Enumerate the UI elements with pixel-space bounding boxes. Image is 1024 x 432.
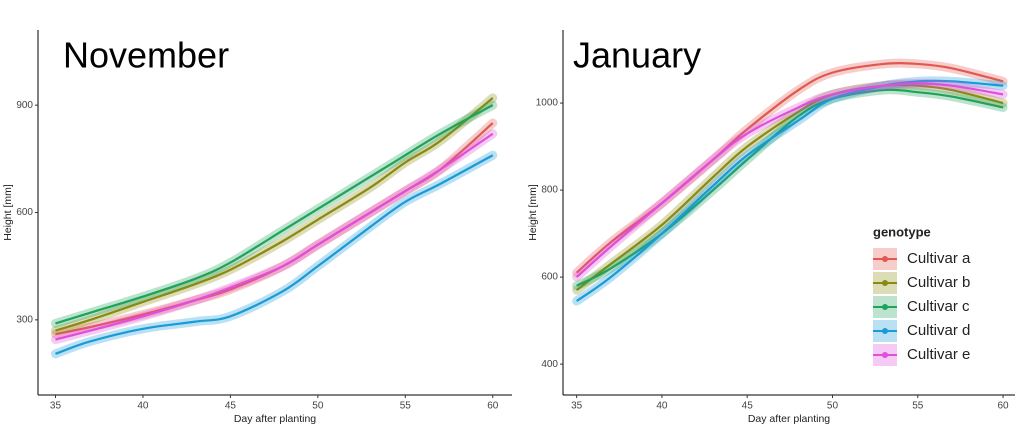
panel-title: November <box>63 35 229 76</box>
y-tick-label: 600 <box>16 207 33 218</box>
y-axis-title: Height [mm] <box>527 184 539 241</box>
trend-line <box>576 79 1004 302</box>
x-tick-label: 40 <box>656 401 668 412</box>
legend-title: genotype <box>873 224 931 239</box>
y-tick-label: 1000 <box>536 98 559 109</box>
trend-line <box>55 154 494 355</box>
x-axis-title: Day after planting <box>748 413 830 425</box>
x-tick-label: 50 <box>312 401 324 412</box>
trend-line <box>576 88 1004 287</box>
legend-key-dot <box>882 280 888 286</box>
x-tick-label: 55 <box>400 401 412 412</box>
x-tick-label: 35 <box>50 401 62 412</box>
panel-title: January <box>573 35 701 76</box>
x-tick-label: 60 <box>487 401 499 412</box>
trend-line <box>575 82 1004 278</box>
legend-key-dot <box>882 304 888 310</box>
y-tick-label: 400 <box>541 359 558 370</box>
y-tick-label: 800 <box>541 185 558 196</box>
legend-key-dot <box>882 352 888 358</box>
trend-line <box>575 83 1004 292</box>
y-axis-title: Height [mm] <box>2 184 14 241</box>
confidence-ribbon <box>50 100 498 328</box>
y-tick-label: 900 <box>16 100 33 111</box>
legend-label: Cultivar a <box>907 250 971 267</box>
x-tick-label: 50 <box>827 401 839 412</box>
x-tick-label: 45 <box>742 401 754 412</box>
x-tick-label: 55 <box>912 401 924 412</box>
legend-label: Cultivar b <box>907 274 970 291</box>
legend-key-dot <box>882 328 888 334</box>
x-tick-label: 35 <box>571 401 583 412</box>
legend-label: Cultivar e <box>907 346 970 363</box>
x-tick-label: 60 <box>997 401 1009 412</box>
x-tick-label: 40 <box>137 401 149 412</box>
legend-key-dot <box>882 256 888 262</box>
y-tick-label: 300 <box>16 314 33 325</box>
trend-line <box>55 97 494 332</box>
legend-label: Cultivar c <box>907 298 970 315</box>
trend-line <box>55 132 494 341</box>
trend-line <box>55 104 494 325</box>
x-axis-title: Day after planting <box>234 413 316 425</box>
legend-label: Cultivar d <box>907 322 970 339</box>
x-tick-label: 45 <box>225 401 237 412</box>
y-tick-label: 600 <box>541 272 558 283</box>
